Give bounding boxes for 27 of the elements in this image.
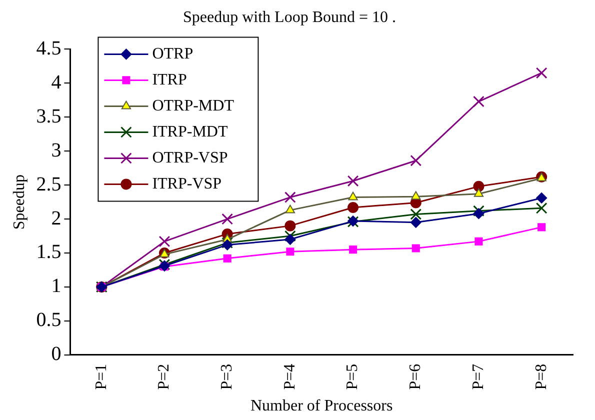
x-tick-label: P=1 [92, 364, 110, 390]
legend-label: OTRP-VSP [152, 149, 228, 166]
y-tick-label: 3.5 [36, 105, 62, 128]
y-tick-label: 0.5 [36, 309, 62, 332]
y-tick-label: 0 [51, 343, 62, 366]
x-axis-title: Number of Processors [250, 398, 393, 415]
x-tick-label: P=2 [156, 364, 173, 390]
y-tick-label: 1.5 [36, 241, 62, 264]
y-tick-label: 4 [51, 71, 62, 94]
legend-label: ITRP-MDT [152, 123, 228, 140]
legend-label: ITRP-VSP [152, 175, 222, 192]
legend-label: OTRP-MDT [152, 97, 234, 114]
legend-label: ITRP [152, 71, 187, 88]
y-tick-label: 1 [51, 275, 62, 298]
chart-title: Speedup with Loop Bound = 10 . [182, 8, 396, 26]
x-tick-label: P=7 [470, 364, 487, 390]
x-tick-label: P=5 [344, 364, 362, 390]
legend-label: OTRP [152, 45, 194, 62]
y-tick-label: 4.5 [36, 37, 62, 60]
x-tick-label: P=3 [218, 364, 236, 390]
x-tick-label: P=4 [281, 364, 298, 390]
y-tick-label: 2.5 [36, 173, 62, 196]
y-tick-label: 2 [51, 207, 62, 230]
x-tick-label: P=8 [532, 364, 550, 390]
y-axis-title: Speedup [10, 174, 28, 230]
y-tick-label: 3 [51, 139, 62, 162]
x-tick-label: P=6 [407, 364, 424, 390]
